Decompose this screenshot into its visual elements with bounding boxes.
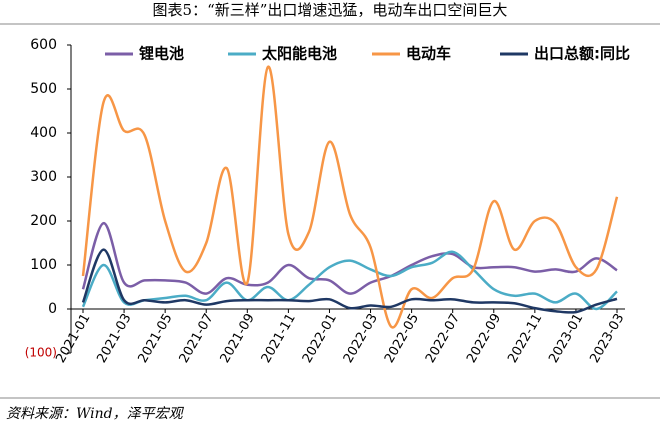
y-tick-label: 100	[30, 257, 57, 273]
y-tick-label: 600	[30, 37, 57, 53]
x-tick-label: 2023-03	[587, 311, 627, 366]
series-line	[81, 248, 618, 314]
y-tick-label: 300	[30, 169, 57, 185]
x-tick-label: 2022-09	[464, 311, 504, 366]
series-line	[81, 221, 618, 295]
legend-label: 电动车	[406, 45, 451, 63]
legend-label: 锂电池	[139, 45, 184, 63]
y-tick-label: 0	[48, 301, 57, 317]
y-tick-label: 400	[30, 125, 57, 141]
x-tick-label: 2023-01	[546, 311, 586, 366]
x-tick-label: 2022-01	[300, 311, 340, 366]
chart-title: 图表5：“新三样”出口增速迅猛，电动车出口空间巨大	[153, 1, 508, 19]
x-tick-label: 2021-03	[94, 311, 134, 366]
series-line	[81, 250, 618, 311]
x-tick-label: 2021-05	[135, 311, 175, 366]
x-tick-label: 2021-11	[259, 311, 299, 366]
x-tick-label: 2022-07	[423, 311, 463, 366]
x-tick-label: 2022-11	[505, 311, 545, 366]
x-tick-label: 2022-03	[341, 311, 381, 366]
series-line	[81, 65, 619, 329]
x-tick-label: 2021-07	[177, 311, 217, 366]
x-tick-label: 2021-01	[53, 311, 93, 366]
source: 资料来源：Wind，泽平宏观	[6, 406, 185, 422]
x-tick-label: 2021-09	[218, 311, 258, 366]
y-tick-label: 200	[30, 213, 57, 229]
y-tick-label: (100)	[25, 346, 57, 360]
legend-label: 太阳能电池	[262, 45, 337, 63]
legend-label: 出口总额:同比	[534, 45, 630, 63]
y-tick-label: 500	[30, 81, 57, 97]
